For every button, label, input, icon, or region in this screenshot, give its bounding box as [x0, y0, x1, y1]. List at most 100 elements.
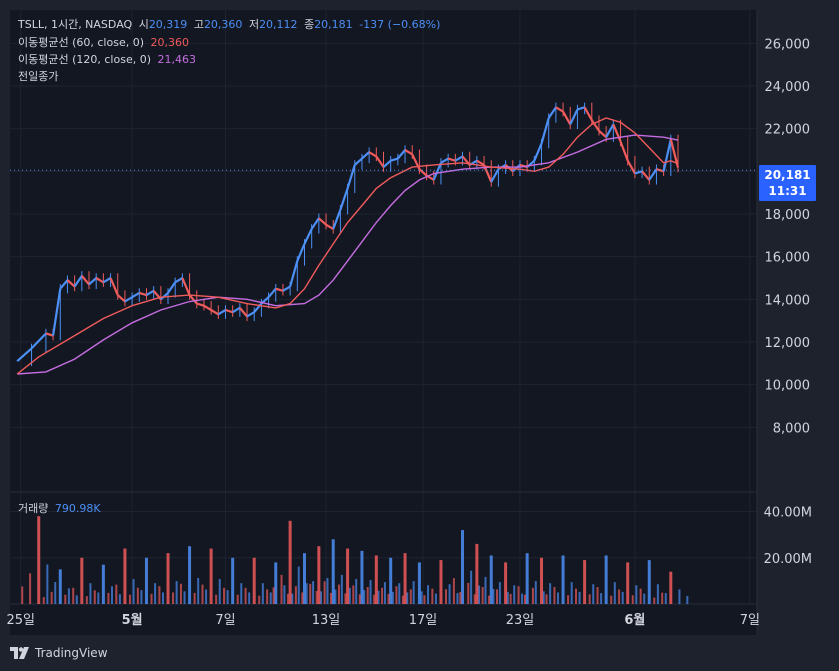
volume-sub-bar-4-0	[115, 584, 118, 604]
time-tick-label: 7일	[215, 613, 235, 628]
volume-sub-bar-23-3	[478, 585, 481, 604]
volume-sub-bar-16-2	[330, 592, 333, 604]
volume-bar-27	[525, 553, 529, 604]
volume-sub-bar-0-3	[54, 582, 57, 604]
price-tick-label: 16,000	[765, 251, 811, 266]
price-segment-41	[318, 217, 327, 226]
legend-volume[interactable]: 거래량 790.98K	[18, 502, 104, 516]
volume-sub-bar-5-3	[161, 592, 164, 604]
ma120-value: 21,463	[157, 53, 197, 66]
price-segment-29	[232, 306, 241, 314]
price-segment-2	[30, 332, 47, 350]
volume-sub-bar-9-0	[223, 587, 226, 604]
volume-sub-bar-34-3	[686, 595, 689, 604]
volume-sub-bar-12-2	[272, 587, 275, 604]
brand-name: TradingView	[35, 646, 108, 660]
volume-sub-bar-34-0	[661, 592, 664, 604]
volume-sub-bar-25-2	[473, 594, 476, 604]
price-segment-31	[246, 311, 255, 318]
volume-sub-bar-34-1	[678, 589, 681, 604]
legend-prev-close[interactable]: 전일종가	[18, 70, 61, 84]
volume-sub-bar-25-0	[481, 587, 484, 604]
price-segment-68	[512, 164, 521, 173]
volume-sub-bar-9-2	[215, 594, 218, 604]
volume-bar-18	[374, 555, 378, 604]
price-segment-11	[102, 277, 112, 284]
volume-sub-bar-1-0	[50, 591, 53, 604]
tradingview-logo[interactable]: TradingView	[10, 646, 108, 660]
volume-sub-bar-15-2	[315, 591, 318, 604]
time-tick-label: 13일	[312, 613, 341, 628]
volume-bar-6	[166, 553, 170, 604]
volume-sub-bar-5-1	[154, 583, 157, 604]
volume-sub-bar-8-0	[201, 584, 204, 604]
volume-bar-33	[647, 560, 651, 604]
volume-tick-label: 20.00M	[764, 552, 812, 567]
current-price: 20,181	[764, 168, 811, 182]
volume-sub-bar-30-3	[600, 593, 603, 604]
price-segment-60	[454, 155, 464, 162]
volume-sub-bar-19-3	[406, 592, 409, 604]
volume-sub-bar-2-0	[72, 587, 75, 604]
price-segment-9	[88, 277, 97, 286]
volume-bar-4	[123, 548, 127, 604]
price-segment-23	[188, 294, 198, 305]
price-segment-42	[325, 223, 334, 230]
volume-sub-bar-14-1	[326, 578, 329, 604]
volume-sub-bar-8-3	[226, 590, 229, 604]
volume-bar-20	[403, 553, 407, 604]
bar-countdown: 11:31	[768, 184, 807, 198]
time-axis[interactable]: 25일 5월 7일 13일 17일 23일 6월 7일	[7, 612, 760, 628]
price-segment-55	[418, 168, 428, 177]
volume-sub-bar-11-1	[283, 585, 286, 604]
legend-ma60[interactable]: 이동평균선 (60, close, 0) 20,360	[18, 36, 192, 50]
moving-averages	[16, 117, 679, 375]
volume-sub-bar-16-3	[363, 590, 366, 604]
volume-sub-bar-10-0	[244, 587, 247, 604]
symbol-label[interactable]: TSLL, 1시간, NASDAQ	[18, 18, 133, 31]
volume-sub-bar-7-0	[179, 583, 182, 604]
volume-bar-32	[626, 562, 630, 604]
volume-sub-bar-21-2	[401, 595, 404, 604]
high-value: 20,360	[203, 18, 243, 31]
volume-sub-bar-24-1	[484, 576, 487, 604]
time-tick-label: 5월	[122, 612, 143, 628]
volume-sub-bar-23-0	[452, 578, 455, 604]
volume-sub-bar-28-0	[531, 587, 534, 604]
volume-sub-bar-14-3	[334, 589, 337, 604]
price-segment-77	[577, 106, 585, 111]
volume-sub-bar-11-3	[291, 593, 294, 604]
price-segment-12	[109, 277, 119, 296]
volume-sub-bar-6-1	[175, 581, 178, 604]
change-value: -137 (−0.68%)	[359, 18, 441, 31]
volume-sub-bar-5-2	[128, 594, 131, 604]
volume-sub-bar-19-0	[381, 587, 384, 604]
volume-sub-bar-19-1	[398, 583, 401, 604]
price-tick-label: 12,000	[765, 336, 811, 351]
price-axis[interactable]: 26,000 24,000 22,000 18,000 16,000 14,000 12,0…	[765, 37, 811, 436]
volume-sub-bar-2-2	[64, 594, 67, 604]
volume-sub-bar-2-1	[89, 583, 92, 604]
plot-background	[10, 10, 757, 635]
volume-sub-bar-11-0	[266, 589, 269, 604]
volume-bar-17	[360, 550, 364, 604]
price-segment-34	[267, 287, 277, 298]
volume-sub-bar-20-2	[387, 593, 390, 604]
legend-ma120[interactable]: 이동평균선 (120, close, 0) 21,463	[18, 53, 199, 67]
volume-sub-bar-15-0	[323, 581, 326, 604]
volume-sub-bar-18-2	[358, 594, 361, 604]
price-segment-48	[368, 151, 377, 158]
volume-sub-bar-3-3	[118, 594, 121, 604]
volume-sub-bar-13-2	[286, 593, 289, 604]
price-segment-89	[662, 139, 672, 172]
volume-sub-bar-9-3	[248, 592, 251, 604]
volume-bar-10	[252, 557, 256, 604]
volume-bar-26	[504, 562, 508, 604]
volume-sub-bar-0-2	[21, 586, 24, 604]
price-segment-6	[66, 279, 76, 288]
volume-bar-30	[583, 560, 587, 604]
volume-axis[interactable]: 40.00M 20.00M	[764, 506, 812, 567]
high-label: 고	[193, 18, 204, 31]
volume-sub-bar-19-2	[373, 594, 376, 604]
